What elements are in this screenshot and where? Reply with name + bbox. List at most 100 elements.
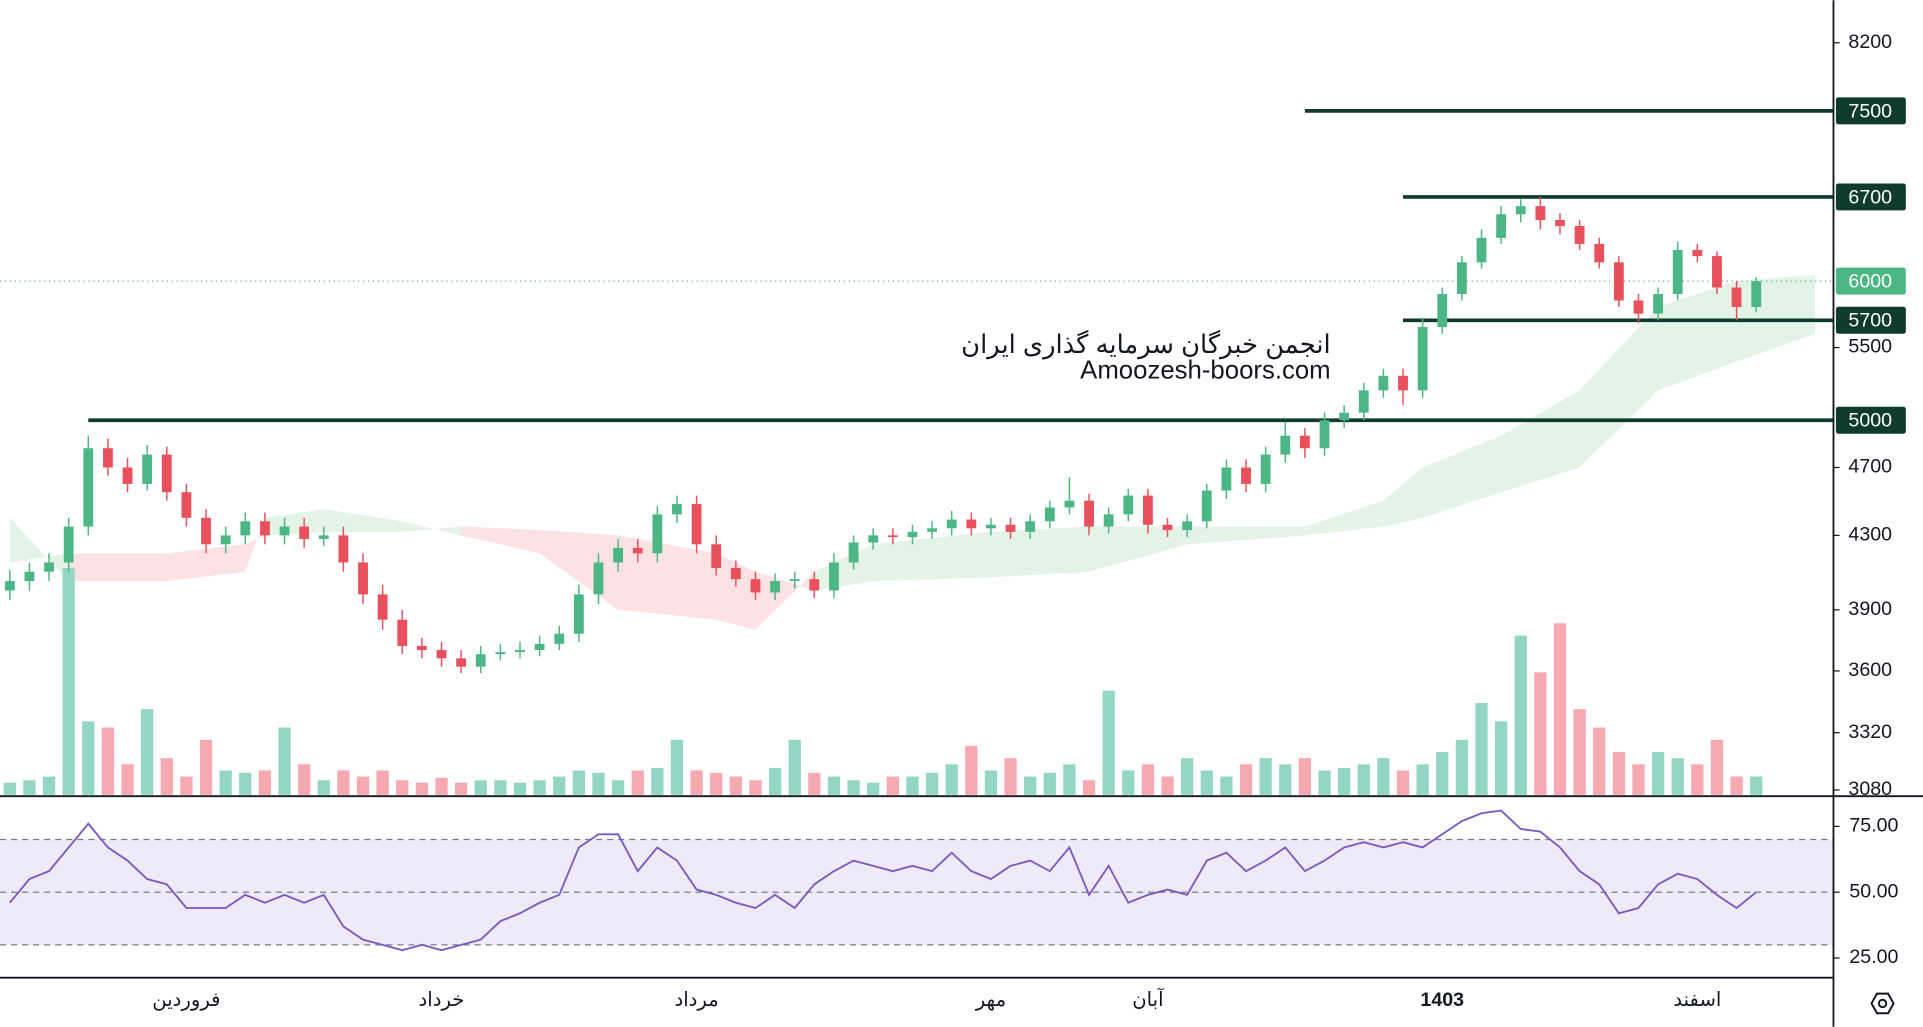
volume-bar xyxy=(82,721,95,795)
candle-body xyxy=(1476,237,1487,263)
volume-bar xyxy=(1534,672,1547,795)
candle-body xyxy=(1260,454,1271,484)
volume-bar xyxy=(1691,764,1704,795)
cloud-segment xyxy=(990,526,1090,578)
volume-bar xyxy=(1161,776,1174,795)
candle-body xyxy=(966,519,977,529)
candle-body xyxy=(377,594,388,620)
candle-body xyxy=(1692,249,1703,257)
volume-bar xyxy=(376,770,389,795)
volume-bar xyxy=(1494,721,1508,795)
candle-body xyxy=(1574,225,1585,244)
candle-body xyxy=(279,526,290,536)
price-label: 6700 xyxy=(1848,186,1892,208)
x-tick-label: مرداد xyxy=(674,989,718,1011)
volume-bar xyxy=(1593,727,1606,795)
candle-body xyxy=(986,524,996,529)
settings-icon[interactable] xyxy=(1870,992,1895,1015)
volume-bar xyxy=(572,770,585,795)
volume-bar xyxy=(121,764,134,795)
candle-body xyxy=(4,581,15,591)
candle-body xyxy=(573,594,584,634)
cloud-segment xyxy=(323,509,403,532)
price-label: 6000 xyxy=(1848,271,1892,293)
volume-bar xyxy=(513,782,527,795)
x-tick-label: آبان xyxy=(1132,987,1165,1011)
cloud-segment xyxy=(1736,274,1816,362)
volume-bar xyxy=(592,772,605,795)
candle-body xyxy=(887,535,898,538)
volume-bar xyxy=(768,767,782,795)
candle-body xyxy=(613,547,624,563)
volume-bar xyxy=(160,758,173,795)
candle-body xyxy=(1515,206,1526,215)
candle-body xyxy=(1221,467,1232,491)
watermark: Amoozesh-boors.com xyxy=(1080,357,1330,385)
candle-body xyxy=(122,467,133,484)
rsi-pane xyxy=(0,809,1834,952)
settings-hexagon xyxy=(1870,992,1895,1015)
volume-bar xyxy=(1416,764,1429,795)
candle-body xyxy=(946,519,957,529)
volume-bar xyxy=(101,727,115,795)
volume-bar xyxy=(1553,623,1567,795)
candle-body xyxy=(161,454,172,493)
volume-bar xyxy=(454,782,468,795)
cloud-segment xyxy=(1658,281,1737,391)
candle-body xyxy=(907,531,918,538)
watermark: انجمن خبرگان سرمایه گذاری ایران xyxy=(961,329,1330,360)
volume-bar xyxy=(1318,770,1331,795)
volume-bar xyxy=(1730,776,1743,795)
y-tick-label: 4300 xyxy=(1848,524,1892,546)
volume-bar xyxy=(317,780,330,795)
volume-bar xyxy=(1338,767,1351,795)
levels xyxy=(0,109,1834,423)
volume-bar xyxy=(1102,690,1115,795)
volume-bar xyxy=(925,772,939,795)
y-tick-label: 3600 xyxy=(1848,659,1892,681)
volume-bar xyxy=(1141,764,1155,795)
volume-bar xyxy=(337,770,350,795)
ichimoku-cloud xyxy=(9,274,1816,630)
volume-bar xyxy=(415,782,429,795)
candle-body xyxy=(1044,507,1055,522)
y-tick-label: 3900 xyxy=(1848,598,1892,620)
candle-body xyxy=(1594,243,1605,263)
candle-body xyxy=(220,535,231,545)
volume-bar xyxy=(258,770,272,795)
candle-body xyxy=(711,544,722,568)
volume-bar xyxy=(710,772,723,795)
candle-body xyxy=(436,650,447,659)
volume xyxy=(3,568,1763,795)
candle-body xyxy=(1535,206,1546,221)
volume-bar xyxy=(906,776,919,795)
candle-body xyxy=(1456,262,1467,294)
price-label-box xyxy=(1835,183,1906,211)
cloud-segment xyxy=(1383,467,1423,527)
y-tick-label: 4700 xyxy=(1848,456,1892,478)
volume-bar xyxy=(494,780,507,795)
volume-bar xyxy=(1279,764,1292,795)
candle-body xyxy=(1280,435,1291,455)
candle-body xyxy=(1339,412,1350,421)
candle-body xyxy=(1123,495,1134,515)
price-label-box xyxy=(1835,406,1906,434)
y-tick-label: 8200 xyxy=(1848,31,1892,53)
volume-bar xyxy=(1671,758,1684,795)
volume-bar xyxy=(356,776,370,795)
candle-body xyxy=(1653,293,1664,314)
candle-body xyxy=(730,567,741,580)
price-label: 5000 xyxy=(1848,410,1892,432)
volume-bar xyxy=(1298,758,1312,795)
volume-bar xyxy=(474,780,487,795)
volume-bar xyxy=(1750,776,1763,795)
candle-body xyxy=(848,542,859,563)
cloud-segment xyxy=(402,521,462,536)
volume-bar xyxy=(219,770,232,795)
volume-bar xyxy=(1475,702,1488,795)
x-tick-label: اسفند xyxy=(1673,989,1721,1011)
volume-bar xyxy=(808,772,821,795)
volume-bar xyxy=(1082,780,1096,795)
candle-body xyxy=(1378,375,1389,391)
